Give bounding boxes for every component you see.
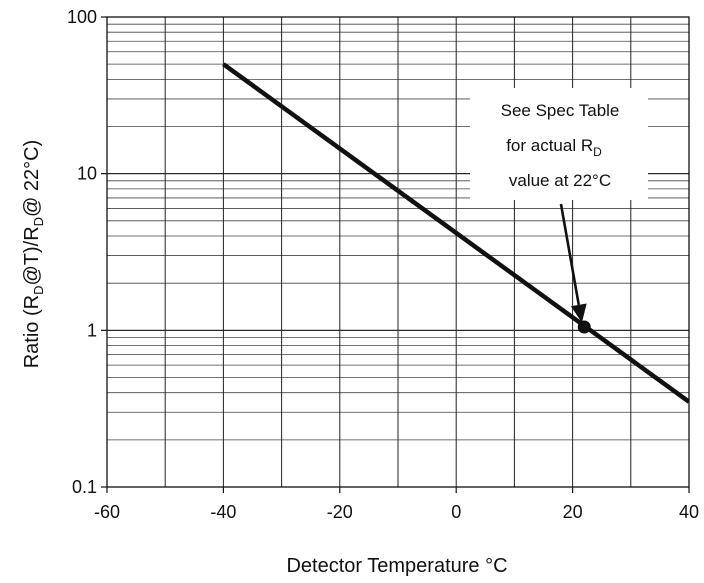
x-tick-label: -60 — [94, 502, 120, 522]
x-axis-title: Detector Temperature °C — [286, 555, 507, 577]
x-tick-label: 0 — [451, 502, 461, 522]
y-tick-label: 100 — [67, 7, 97, 27]
x-axis-ticks: -60 -40 -20 0 20 40 — [94, 487, 699, 522]
data-point-marker — [577, 320, 591, 334]
x-tick-label: -40 — [210, 502, 236, 522]
plot-frame — [106, 16, 690, 488]
series-line — [222, 62, 689, 404]
y-axis-title: Ratio (RD@T)/RD@ 22°C) — [21, 140, 46, 369]
annotation-line-2: for actual RD — [506, 136, 602, 159]
annotation-arrow-head — [570, 303, 587, 323]
y-tick-label: 10 — [77, 164, 97, 184]
y-tick-label: 1 — [87, 320, 97, 340]
plot-area — [222, 62, 689, 404]
annotation-line-3: value at 22°C — [509, 171, 611, 190]
annotation-arrow-shaft — [559, 203, 581, 306]
x-tick-label: 40 — [679, 502, 699, 522]
grid — [106, 16, 690, 488]
x-tick-label: -20 — [327, 502, 353, 522]
y-axis-ticks: 0.1 1 10 100 — [67, 7, 107, 497]
annotation: See Spec Table for actual RD value at 22… — [470, 88, 648, 200]
annotation-background — [470, 88, 648, 200]
y-tick-label: 0.1 — [72, 477, 97, 497]
annotation-line-1: See Spec Table — [501, 101, 620, 120]
x-tick-label: 20 — [563, 502, 583, 522]
